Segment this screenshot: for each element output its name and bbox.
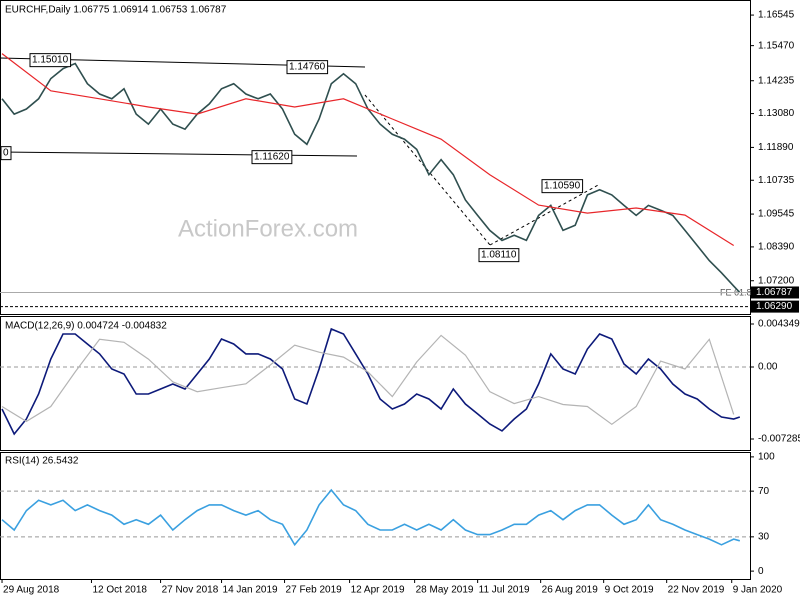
y-tick-label: 0.00 <box>758 362 778 373</box>
y-tick-label: 0.004349 <box>758 319 800 330</box>
annotation-label: 1.08110 <box>481 250 517 261</box>
y-tick-label: 1.11890 <box>758 142 794 153</box>
annotation-box <box>29 53 72 68</box>
price-annotation: 1.14760 <box>286 60 329 75</box>
price-annotation: 1.10590 <box>541 179 584 194</box>
x-tick-label: 9 Oct 2019 <box>605 585 654 596</box>
x-tick-label: 14 Jan 2019 <box>223 585 278 596</box>
price-annotation: 0 <box>0 146 12 161</box>
y-tick-label: 70 <box>758 486 770 497</box>
x-tick-label: 27 Nov 2018 <box>162 585 219 596</box>
price-box <box>751 286 799 299</box>
annotation-box <box>286 60 329 75</box>
x-tick-label: 27 Feb 2019 <box>286 585 343 596</box>
x-tick-label: 12 Oct 2018 <box>92 585 147 596</box>
annotation-box <box>0 146 12 161</box>
y-tick-label: 1.15470 <box>758 40 795 51</box>
x-tick-label: 22 Nov 2019 <box>668 585 725 596</box>
price-annotation: 1.15010 <box>29 53 72 68</box>
price-annotation: 1.11620 <box>251 150 293 165</box>
annotation-label: 1.15010 <box>32 55 69 66</box>
series-line <box>1 62 741 294</box>
y-tick-label: 30 <box>758 531 770 542</box>
rsi-title: RSI(14) 26.5432 <box>5 456 79 467</box>
y-tick-label: 1.09545 <box>758 209 795 220</box>
x-tick-label: 12 Apr 2019 <box>351 585 405 596</box>
current-price-label: 1.06787 <box>756 287 793 298</box>
x-tick-label: 11 Jul 2019 <box>479 585 530 596</box>
x-tick-label: 9 Jan 2020 <box>733 585 783 596</box>
x-tick-label: 29 Aug 2018 <box>3 585 60 596</box>
annotation-box <box>478 248 520 263</box>
support-label: 1.06290 <box>756 301 793 312</box>
annotation-label: 1.14760 <box>289 62 326 73</box>
price-annotation: 1.08110 <box>478 248 520 263</box>
y-tick-label: 1.14235 <box>758 75 795 86</box>
projection-line <box>489 183 601 246</box>
y-tick-label: 1.08390 <box>758 242 795 253</box>
y-tick-label: 0 <box>758 566 764 577</box>
annotation-label: 1.10590 <box>544 181 581 192</box>
series-line <box>1 334 735 426</box>
rsi-panel <box>0 452 751 580</box>
series-line <box>1 488 741 547</box>
annotation-box <box>251 150 293 165</box>
price-box <box>751 300 799 313</box>
channel-line <box>0 151 358 157</box>
annotation-label: 0 <box>3 148 9 159</box>
annotation-label: 1.11620 <box>254 152 290 163</box>
series-line <box>1 327 741 436</box>
y-tick-label: 1.07200 <box>758 275 795 286</box>
x-tick-label: 28 May 2019 <box>416 585 474 596</box>
x-tick-label: 26 Aug 2019 <box>542 585 599 596</box>
y-tick-label: 100 <box>758 452 775 463</box>
price-title: EURCHF,Daily 1.06775 1.06914 1.06753 1.0… <box>5 5 227 16</box>
y-tick-label: 1.16545 <box>758 10 795 21</box>
watermark: ActionForex.com <box>178 215 358 242</box>
macd-title: MACD(12,26,9) 0.004724 -0.004832 <box>5 321 167 332</box>
series-line <box>1 53 735 247</box>
annotation-box <box>541 179 584 194</box>
y-tick-label: 1.13080 <box>758 108 795 119</box>
macd-panel <box>0 316 751 451</box>
y-tick-label: -0.007285 <box>758 434 800 445</box>
y-tick-label: 1.10735 <box>758 175 795 186</box>
